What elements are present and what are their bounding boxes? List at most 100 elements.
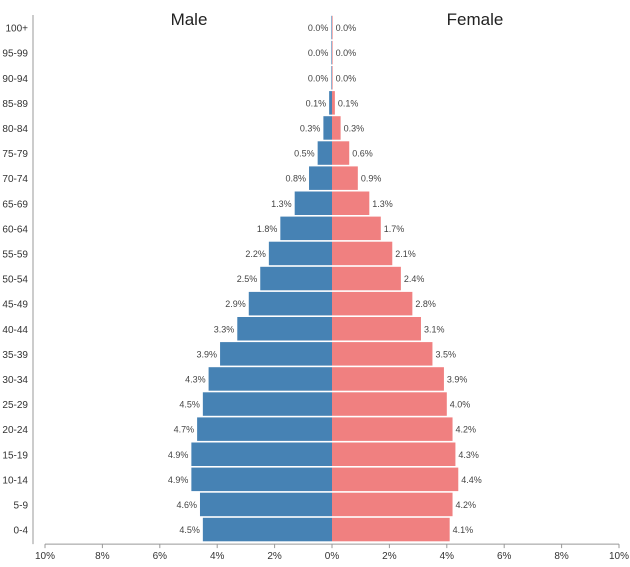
age-category-label: 25-29: [2, 400, 28, 411]
female-value-label: 4.2%: [456, 425, 477, 435]
male-value-label: 4.9%: [168, 475, 189, 485]
male-value-label: 1.3%: [271, 199, 292, 209]
female-bar: [332, 392, 447, 416]
male-bar: [331, 66, 332, 90]
x-tick-label: 2%: [382, 551, 397, 562]
female-value-label: 0.3%: [344, 123, 365, 133]
age-category-label: 60-64: [2, 224, 28, 235]
x-axis: 10% 8% 6% 4% 2% 0% 2% 4% 6% 8% 10%: [32, 15, 629, 562]
male-value-label: 4.3%: [185, 374, 206, 384]
female-value-label: 0.0%: [336, 73, 357, 83]
bar-group: 100+ 0.0% 0.0% 95-99 0.0% 0.0% 90-94 0.0% 0.0% 85…: [2, 15, 482, 542]
female-bar: [332, 342, 433, 366]
male-bar: [202, 392, 332, 416]
female-bar: [332, 216, 381, 241]
x-tick-label: 4%: [210, 551, 225, 562]
female-bar: [332, 15, 333, 40]
male-bar: [248, 291, 332, 316]
age-category-label: 15-19: [2, 450, 28, 461]
female-value-label: 4.0%: [450, 400, 471, 410]
female-bar: [332, 66, 333, 90]
age-category-label: 90-94: [2, 74, 28, 85]
female-value-label: 0.9%: [361, 174, 382, 184]
x-tick-label: 8%: [554, 551, 569, 562]
female-value-label: 3.9%: [447, 374, 468, 384]
age-category-label: 100+: [5, 24, 28, 35]
age-category-label: 5-9: [14, 500, 29, 511]
female-value-label: 0.1%: [338, 98, 359, 108]
x-tick-label: 0%: [325, 551, 340, 562]
male-value-label: 3.3%: [214, 324, 235, 334]
female-value-label: 2.1%: [395, 249, 416, 259]
female-bar: [332, 241, 393, 266]
female-value-label: 3.1%: [424, 324, 445, 334]
male-bar: [329, 91, 332, 115]
male-value-label: 1.8%: [257, 224, 278, 234]
male-bar: [208, 367, 332, 391]
female-value-label: 0.0%: [336, 23, 357, 33]
female-value-label: 3.5%: [435, 349, 456, 359]
female-bar: [332, 492, 453, 517]
male-bar: [191, 467, 332, 492]
male-bar: [331, 40, 332, 65]
age-category-label: 40-44: [2, 325, 28, 336]
x-tick-label: 8%: [95, 551, 110, 562]
age-category-label: 0-4: [14, 526, 29, 537]
x-tick-label: 4%: [440, 551, 455, 562]
male-value-label: 0.8%: [286, 174, 307, 184]
age-category-label: 10-14: [2, 475, 28, 486]
male-bar: [280, 216, 332, 241]
female-value-label: 4.2%: [456, 500, 477, 510]
female-bar: [332, 291, 413, 316]
female-bar: [332, 417, 453, 441]
male-value-label: 2.2%: [245, 249, 266, 259]
x-tick-label: 6%: [497, 551, 512, 562]
x-tick-label: 6%: [153, 551, 168, 562]
female-value-label: 0.6%: [352, 149, 373, 159]
female-title: Female: [447, 10, 504, 29]
male-value-label: 0.5%: [294, 149, 315, 159]
female-value-label: 2.8%: [415, 299, 436, 309]
age-category-label: 30-34: [2, 375, 28, 386]
female-bar: [332, 266, 401, 291]
female-bar: [332, 467, 459, 492]
female-value-label: 1.3%: [372, 199, 393, 209]
male-bar: [317, 141, 332, 165]
male-value-label: 0.3%: [300, 123, 321, 133]
male-value-label: 0.1%: [306, 98, 327, 108]
male-bar: [237, 317, 332, 341]
female-value-label: 2.4%: [404, 274, 425, 284]
female-bar: [332, 40, 333, 65]
female-bar: [332, 517, 450, 542]
male-value-label: 4.9%: [168, 450, 189, 460]
female-value-label: 4.1%: [453, 525, 474, 535]
male-bar: [220, 342, 332, 366]
male-value-label: 4.7%: [174, 425, 195, 435]
female-value-label: 4.3%: [458, 450, 479, 460]
male-bar: [268, 241, 332, 266]
male-bar: [191, 442, 332, 466]
male-bar: [294, 191, 332, 215]
female-bar: [332, 191, 370, 215]
male-value-label: 2.9%: [225, 299, 246, 309]
male-value-label: 3.9%: [197, 349, 218, 359]
male-value-label: 4.5%: [179, 400, 200, 410]
male-bar: [199, 492, 332, 517]
male-bar: [331, 15, 332, 40]
x-tick-label: 10%: [35, 551, 55, 562]
female-bar: [332, 141, 350, 165]
male-value-label: 2.5%: [237, 274, 258, 284]
age-category-label: 80-84: [2, 124, 28, 135]
female-bar: [332, 166, 358, 190]
female-bar: [332, 116, 341, 140]
male-bar: [309, 166, 332, 190]
age-category-label: 75-79: [2, 149, 28, 160]
male-value-label: 4.6%: [176, 500, 197, 510]
x-tick-label: 2%: [267, 551, 282, 562]
male-value-label: 0.0%: [308, 73, 329, 83]
x-tick-label: 10%: [609, 551, 629, 562]
female-bar: [332, 367, 444, 391]
age-category-label: 85-89: [2, 99, 28, 110]
age-category-label: 20-24: [2, 425, 28, 436]
